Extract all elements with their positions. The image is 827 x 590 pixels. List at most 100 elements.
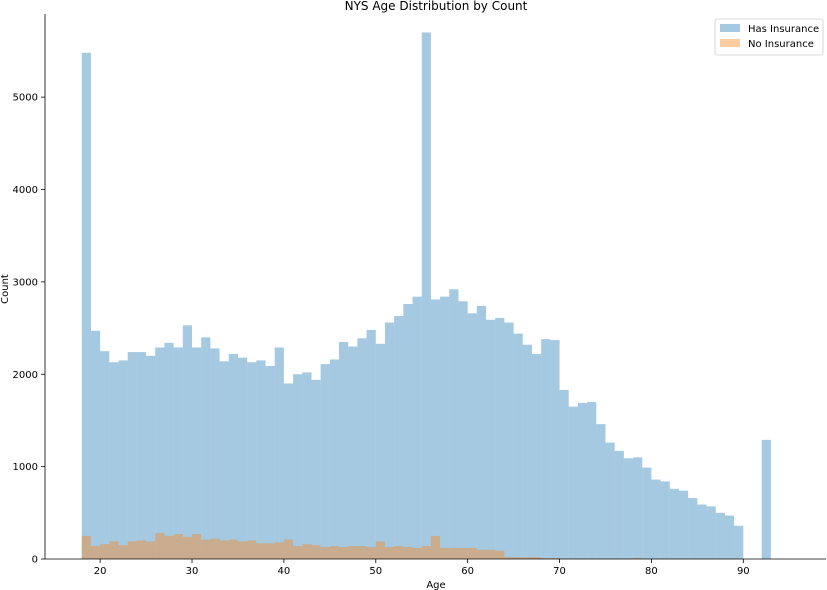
no-insurance-bar-age-31	[201, 539, 211, 559]
has-insurance-bar-age-69	[550, 340, 560, 559]
has-insurance-bar-age-22	[118, 360, 128, 559]
has-insurance-bar-age-30	[192, 347, 202, 559]
y-tick-label: 3000	[13, 277, 38, 288]
has-insurance-bar-age-29	[182, 325, 193, 559]
y-tick-label: 2000	[13, 370, 38, 381]
has-insurance-bars	[81, 32, 771, 560]
has-insurance-bar-age-55	[421, 32, 431, 560]
has-insurance-bar-age-54	[412, 296, 422, 559]
no-insurance-bar-age-45	[329, 546, 340, 559]
has-insurance-bar-age-28	[173, 347, 183, 559]
has-insurance-bar-age-68	[541, 339, 551, 559]
legend: Has Insurance No Insurance	[714, 18, 824, 56]
has-insurance-bar-age-67	[531, 353, 542, 559]
has-insurance-bar-age-43	[311, 379, 321, 559]
has-insurance-bar-age-80	[651, 479, 661, 559]
has-insurance-bar-age-37	[256, 360, 266, 559]
has-insurance-bar-age-40	[283, 383, 294, 559]
has-insurance-bar-age-42	[302, 372, 312, 559]
no-insurance-bar-age-27	[164, 535, 174, 559]
has-insurance-bar-age-48	[357, 338, 367, 559]
no-insurance-bar-age-43	[311, 545, 321, 559]
no-insurance-bar-age-51	[384, 546, 395, 559]
no-insurance-bar-age-56	[430, 535, 441, 559]
no-insurance-bar-age-55	[421, 546, 431, 559]
no-insurance-bar-age-54	[412, 547, 422, 559]
has-insurance-bar-age-59	[458, 301, 468, 559]
chart-title: NYS Age Distribution by Count	[345, 0, 528, 13]
no-insurance-bar-age-48	[357, 546, 367, 559]
no-insurance-bar-age-42	[302, 544, 312, 559]
no-insurance-bar-age-20	[100, 544, 110, 559]
legend-frame	[714, 18, 824, 56]
has-insurance-bar-age-27	[164, 342, 174, 559]
no-insurance-bar-age-30	[192, 534, 202, 559]
no-insurance-bar-age-34	[228, 539, 238, 559]
no-insurance-bar-age-21	[109, 541, 119, 559]
has-insurance-bar-age-85	[697, 504, 707, 559]
legend-swatch-no-insurance	[720, 39, 740, 47]
has-insurance-bar-age-81	[660, 481, 670, 559]
no-insurance-bar-age-52	[394, 546, 404, 559]
no-insurance-bar-age-41	[293, 546, 303, 559]
has-insurance-bar-age-75	[605, 442, 615, 559]
has-insurance-bar-age-47	[348, 346, 358, 559]
has-insurance-bar-age-66	[522, 344, 532, 559]
has-insurance-bar-age-46	[339, 341, 349, 559]
no-insurance-bar-age-69	[550, 558, 560, 559]
no-insurance-bar-age-38	[265, 543, 275, 559]
has-insurance-bar-age-63	[495, 317, 505, 559]
no-insurance-bar-age-39	[274, 542, 284, 559]
no-insurance-bar-age-62	[486, 549, 496, 559]
no-insurance-bar-age-32	[210, 538, 220, 559]
no-insurance-bar-age-68	[541, 558, 551, 559]
no-insurance-bar-age-46	[339, 546, 349, 559]
has-insurance-bar-age-51	[384, 322, 395, 559]
no-insurance-bar-age-23	[127, 541, 137, 559]
has-insurance-bar-age-83	[678, 490, 689, 559]
has-insurance-bar-age-18	[81, 52, 91, 560]
x-tick-label: 90	[737, 566, 750, 577]
y-tick-label: 0	[32, 555, 38, 566]
has-insurance-bar-age-36	[247, 362, 257, 559]
has-insurance-bar-age-72	[577, 402, 588, 559]
no-insurance-bar-age-18	[81, 535, 91, 559]
no-insurance-bar-age-67	[531, 557, 542, 559]
no-insurance-bar-age-65	[513, 557, 523, 559]
has-insurance-bar-age-50	[375, 343, 385, 559]
x-tick-label: 20	[94, 566, 107, 577]
no-insurance-bar-age-44	[320, 546, 330, 559]
has-insurance-bar-age-44	[320, 364, 330, 559]
has-insurance-bar-age-19	[90, 330, 101, 559]
x-tick-label: 60	[461, 566, 474, 577]
x-axis-ticks: 20 30 40 50 60 70 80 90	[94, 559, 750, 577]
has-insurance-bar-age-23	[127, 352, 137, 559]
has-insurance-bar-age-26	[155, 347, 165, 559]
has-insurance-bar-age-24	[136, 352, 147, 559]
has-insurance-bar-age-33	[219, 361, 229, 559]
has-insurance-bar-age-70	[559, 389, 569, 559]
x-tick-label: 80	[645, 566, 658, 577]
no-insurance-bar-age-61	[476, 549, 487, 559]
has-insurance-bar-age-82	[669, 488, 679, 559]
no-insurance-bar-age-50	[375, 541, 385, 559]
has-insurance-bar-age-56	[430, 299, 441, 559]
no-insurance-bar-age-60	[467, 547, 477, 559]
has-insurance-bar-age-65	[513, 333, 523, 559]
has-insurance-bar-age-25	[146, 355, 156, 559]
no-insurance-bar-age-36	[247, 540, 257, 559]
no-insurance-bar-age-25	[146, 541, 156, 559]
no-insurance-bar-age-28	[173, 534, 183, 559]
has-insurance-bar-age-32	[210, 348, 220, 559]
has-insurance-bar-age-61	[476, 305, 487, 559]
has-insurance-bar-age-71	[568, 406, 578, 559]
has-insurance-bar-age-53	[403, 304, 413, 559]
has-insurance-bar-age-89	[734, 525, 744, 559]
x-axis-label: Age	[426, 580, 445, 590]
no-insurance-bar-age-47	[348, 546, 358, 559]
no-insurance-bar-age-78	[633, 558, 643, 559]
has-insurance-bar-age-62	[486, 319, 496, 559]
no-insurance-bar-age-64	[504, 557, 514, 559]
has-insurance-bar-age-35	[237, 357, 248, 559]
has-insurance-bar-age-31	[201, 337, 211, 559]
